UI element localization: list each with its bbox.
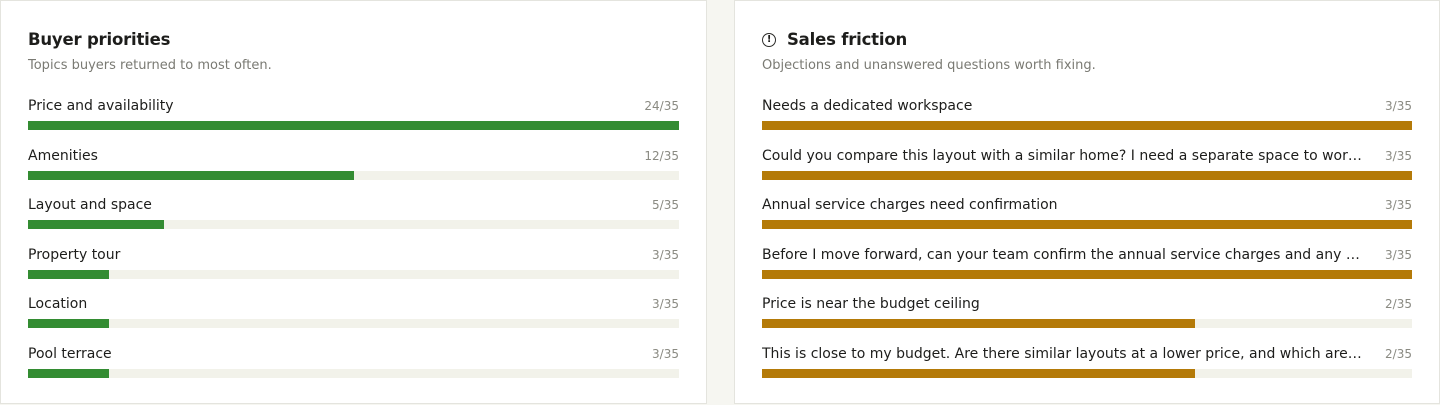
sales-friction-subtitle: Objections and unanswered questions wort… [762, 58, 1096, 73]
priority-row: Layout and space 5/35 [28, 195, 679, 245]
friction-row: Annual service charges need confirmation… [762, 195, 1412, 245]
friction-label: This is close to my budget. Are there si… [762, 345, 1362, 362]
priority-row: Property tour 3/35 [28, 245, 679, 295]
friction-bar-track [762, 170, 1412, 180]
priority-label: Property tour [28, 246, 121, 263]
priority-label: Amenities [28, 147, 98, 164]
friction-count: 3/35 [1385, 198, 1412, 213]
priority-row: Location 3/35 [28, 294, 679, 344]
friction-bar-track [762, 269, 1412, 279]
friction-label: Annual service charges need confirmation [762, 197, 1058, 214]
friction-bar-track [762, 121, 1412, 130]
priority-bar-fill [28, 319, 110, 329]
friction-row: Price is near the budget ceiling 2/35 [762, 294, 1412, 344]
priority-bar-fill [28, 170, 354, 180]
friction-label: Needs a dedicated workspace [762, 98, 973, 114]
priority-count: 5/35 [652, 198, 679, 213]
friction-row: Before I move forward, can your team con… [762, 245, 1412, 295]
friction-bar-fill [762, 319, 1196, 329]
buyer-priorities-subtitle: Topics buyers returned to most often. [28, 58, 272, 73]
friction-bar-fill [762, 121, 1412, 130]
priority-bar-track [28, 170, 679, 180]
priority-bar-track [28, 121, 679, 130]
friction-bar-track [762, 368, 1412, 378]
priority-bar-fill [28, 121, 679, 130]
priority-bar-fill [28, 368, 110, 378]
priority-row: Pool terrace 3/35 [28, 344, 679, 394]
friction-count: 3/35 [1385, 148, 1412, 163]
alert-circle-icon: ! [762, 32, 776, 47]
friction-count: 3/35 [1385, 247, 1412, 262]
friction-row: Needs a dedicated workspace 3/35 [762, 96, 1412, 146]
priority-bar-track [28, 319, 679, 329]
priority-count: 12/35 [644, 148, 679, 163]
buyer-priorities-title: Buyer priorities [28, 30, 171, 49]
friction-bar-fill [762, 170, 1412, 180]
friction-label: Before I move forward, can your team con… [762, 246, 1362, 263]
friction-bar-fill [762, 368, 1196, 378]
priority-bar-track [28, 269, 679, 279]
sales-friction-header: ! Sales friction [762, 30, 907, 49]
priority-bar-fill [28, 269, 110, 279]
priority-count: 3/35 [652, 247, 679, 262]
priority-bar-track [28, 220, 679, 230]
friction-count: 3/35 [1385, 99, 1412, 113]
friction-row: Could you compare this layout with a sim… [762, 146, 1412, 196]
friction-label: Could you compare this layout with a sim… [762, 147, 1362, 164]
sales-friction-title: Sales friction [787, 30, 908, 49]
friction-count: 2/35 [1385, 346, 1412, 361]
friction-bar-track [762, 220, 1412, 230]
priority-bar-track [28, 368, 679, 378]
buyer-priorities-panel: Buyer priorities Topics buyers returned … [0, 0, 707, 404]
sales-friction-list: Needs a dedicated workspace 3/35 Could you… [762, 96, 1412, 394]
friction-bar-fill [762, 269, 1412, 279]
priority-label: Price and availability [28, 98, 174, 114]
friction-row: This is close to my budget. Are there si… [762, 344, 1412, 394]
friction-count: 2/35 [1385, 297, 1412, 312]
friction-bar-track [762, 319, 1412, 329]
priority-count: 3/35 [652, 297, 679, 312]
friction-bar-fill [762, 220, 1412, 230]
priority-label: Layout and space [28, 197, 152, 214]
priority-count: 3/35 [652, 346, 679, 361]
priority-label: Pool terrace [28, 345, 112, 362]
priority-row: Amenities 12/35 [28, 146, 679, 196]
friction-label: Price is near the budget ceiling [762, 296, 980, 313]
priority-count: 24/35 [644, 99, 679, 113]
priority-label: Location [28, 296, 88, 313]
buyer-priorities-list: Price and availability 24/35 Amenities 12/3… [28, 96, 679, 394]
priority-row: Price and availability 24/35 [28, 96, 679, 146]
priority-bar-fill [28, 220, 164, 230]
sales-friction-panel: ! Sales friction Objections and unanswer… [734, 0, 1440, 404]
